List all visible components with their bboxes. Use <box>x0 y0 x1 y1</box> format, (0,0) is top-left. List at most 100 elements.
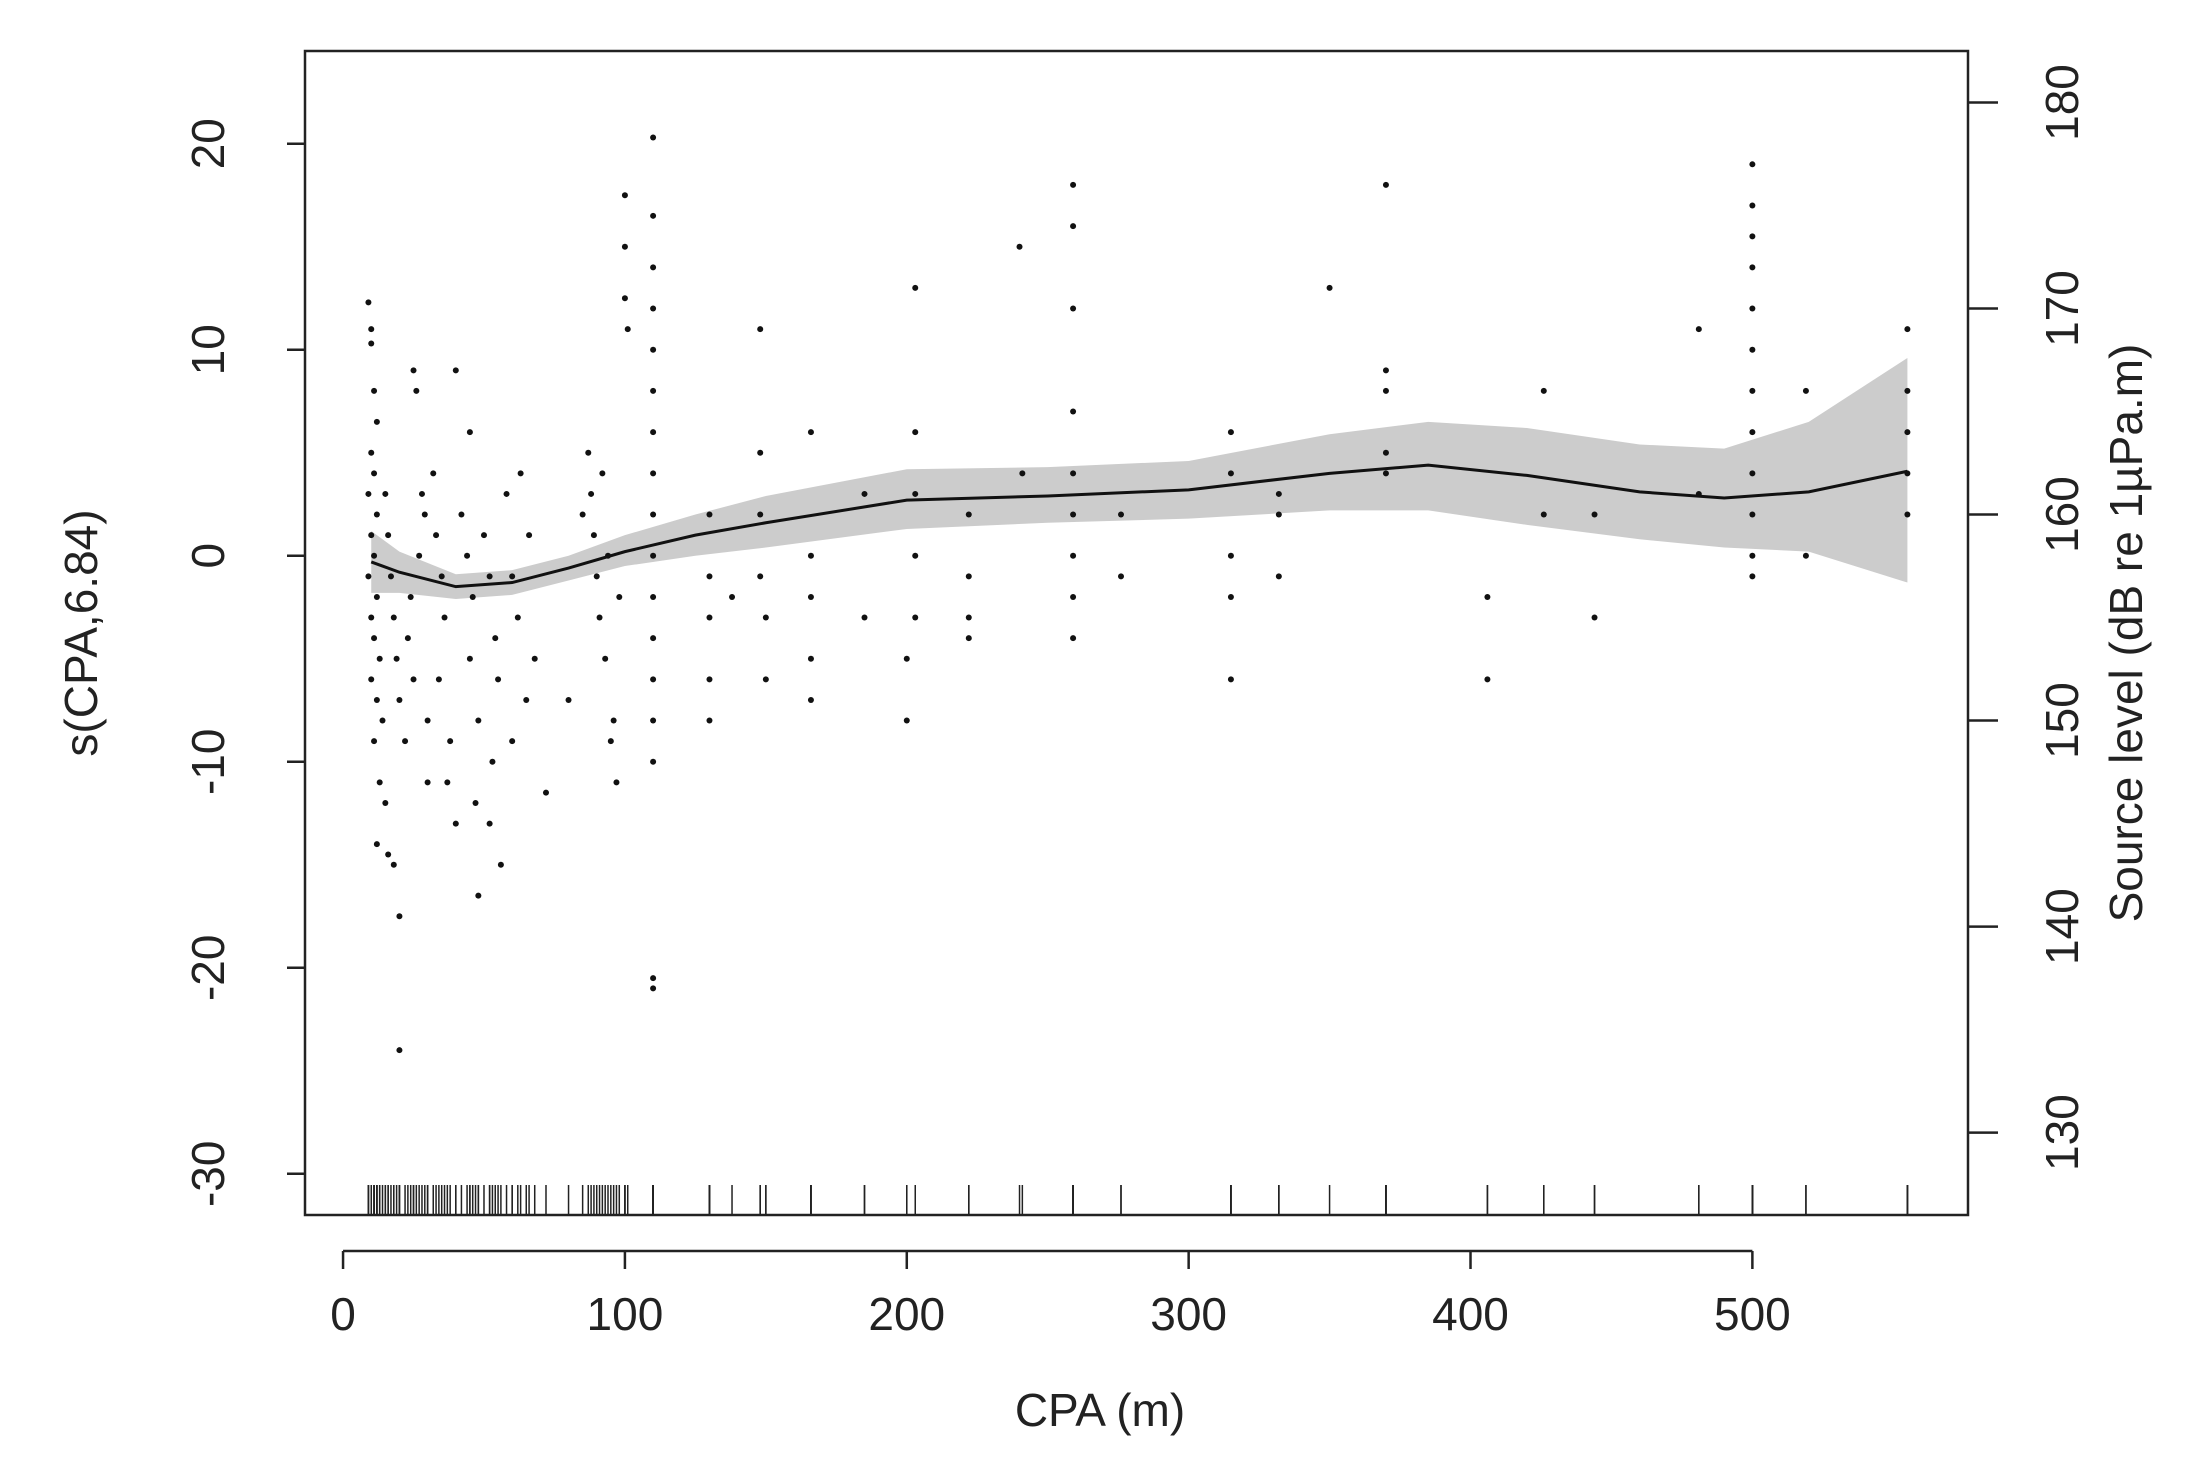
residual-point <box>452 820 459 827</box>
y-tick-label: 20 <box>182 118 234 169</box>
residual-point <box>762 676 769 683</box>
residual-point <box>396 1047 403 1054</box>
residual-point <box>650 552 657 559</box>
residual-point <box>365 490 372 497</box>
residual-point <box>903 655 910 662</box>
residual-point <box>616 593 623 600</box>
residual-point <box>1275 511 1282 518</box>
residual-point <box>757 326 764 333</box>
residual-point <box>368 676 375 683</box>
residual-point <box>596 614 603 621</box>
residual-point <box>650 212 657 219</box>
y2-tick-label: 180 <box>2036 64 2088 141</box>
residual-point <box>807 429 814 436</box>
residual-point <box>1749 264 1756 271</box>
residual-point <box>861 490 868 497</box>
residual-point <box>706 717 713 724</box>
residual-point <box>365 299 372 306</box>
residual-point <box>480 532 487 539</box>
residual-point <box>514 614 521 621</box>
residual-point <box>371 387 378 394</box>
residual-point <box>624 326 631 333</box>
residual-point <box>531 655 538 662</box>
residual-point <box>1382 449 1389 456</box>
residual-point <box>523 696 530 703</box>
x-axis-label: CPA (m) <box>1015 1384 1185 1436</box>
residual-point <box>1749 202 1756 209</box>
residual-point <box>807 655 814 662</box>
residual-point <box>371 470 378 477</box>
residual-point <box>373 696 380 703</box>
residual-point <box>912 490 919 497</box>
residual-point <box>430 470 437 477</box>
y-axis-label: s(CPA,6.84) <box>55 509 107 756</box>
residual-point <box>489 758 496 765</box>
residual-point <box>706 573 713 580</box>
residual-point <box>466 429 473 436</box>
residual-point <box>373 511 380 518</box>
residual-point <box>404 635 411 642</box>
residual-point <box>424 717 431 724</box>
y2-tick-label: 130 <box>2036 1094 2088 1171</box>
residual-point <box>416 552 423 559</box>
residual-point <box>441 614 448 621</box>
residual-point <box>1802 552 1809 559</box>
x-tick-label: 300 <box>1150 1288 1227 1340</box>
residual-point <box>610 717 617 724</box>
residual-point <box>447 738 454 745</box>
residual-point <box>373 593 380 600</box>
x-tick-label: 100 <box>587 1288 664 1340</box>
residual-point <box>650 470 657 477</box>
residual-point <box>503 490 510 497</box>
residual-point <box>1070 552 1077 559</box>
residual-point <box>1749 470 1756 477</box>
residual-point <box>1484 676 1491 683</box>
residual-point <box>650 593 657 600</box>
residual-point <box>965 614 972 621</box>
residual-point <box>526 532 533 539</box>
residual-point <box>807 696 814 703</box>
residual-point <box>368 326 375 333</box>
residual-point <box>1019 470 1026 477</box>
residual-point <box>613 779 620 786</box>
residual-point <box>912 552 919 559</box>
residual-point <box>1227 470 1234 477</box>
residual-point <box>757 573 764 580</box>
residual-point <box>387 573 394 580</box>
residual-point <box>706 614 713 621</box>
residual-point <box>373 841 380 848</box>
residual-point <box>807 552 814 559</box>
residual-point <box>1904 387 1911 394</box>
residual-point <box>602 655 609 662</box>
residual-point <box>1382 181 1389 188</box>
y-tick-label: -30 <box>182 1141 234 1207</box>
residual-point <box>565 696 572 703</box>
residual-point <box>390 861 397 868</box>
residual-point <box>393 655 400 662</box>
residual-point <box>650 676 657 683</box>
residual-point <box>410 367 417 374</box>
residual-point <box>621 295 628 302</box>
residual-point <box>368 449 375 456</box>
residual-point <box>365 573 372 580</box>
residual-point <box>413 387 420 394</box>
residual-point <box>1070 470 1077 477</box>
residual-point <box>1591 614 1598 621</box>
y2-tick-label: 140 <box>2036 888 2088 965</box>
residual-point <box>509 738 516 745</box>
residual-point <box>486 820 493 827</box>
residual-point <box>542 789 549 796</box>
residual-point <box>475 717 482 724</box>
residual-point <box>371 635 378 642</box>
residual-point <box>650 975 657 982</box>
residual-point <box>379 717 386 724</box>
y2-axis-label: Source level (dB re 1µPa.m) <box>2100 344 2152 923</box>
residual-point <box>435 676 442 683</box>
residual-point <box>1070 408 1077 415</box>
residual-point <box>1749 511 1756 518</box>
residual-point <box>650 511 657 518</box>
residual-point <box>861 614 868 621</box>
x-tick-label: 500 <box>1714 1288 1791 1340</box>
residual-point <box>1227 593 1234 600</box>
residual-point <box>762 614 769 621</box>
